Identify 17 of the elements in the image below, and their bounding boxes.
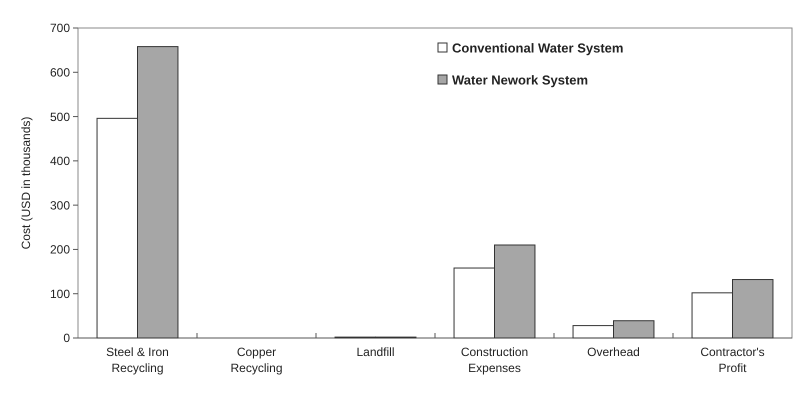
y-tick-label: 700 <box>50 21 70 36</box>
legend-label: Water Nework System <box>452 72 588 88</box>
x-tick-label: Overhead <box>587 345 640 359</box>
y-tick-label: 200 <box>50 242 70 257</box>
x-tick-label: Copper Recycling <box>230 345 283 375</box>
y-tick-label: 500 <box>50 110 70 124</box>
y-tick-label: 100 <box>50 286 70 301</box>
x-tick-label: Steel & Iron Recycling <box>106 345 169 375</box>
y-tick-label: 300 <box>50 198 70 212</box>
x-tick-label: Construction Expenses <box>460 345 528 375</box>
y-axis-title: Cost (USD in thousands) <box>19 116 33 250</box>
x-tick-label: Contractor's Profit <box>700 345 765 375</box>
y-tick-label: 0 <box>63 331 70 346</box>
legend-label: Conventional Water System <box>452 40 624 56</box>
x-tick-label: Landfill <box>356 345 395 359</box>
y-tick-label: 600 <box>50 65 70 80</box>
y-tick-label: 400 <box>50 154 70 168</box>
